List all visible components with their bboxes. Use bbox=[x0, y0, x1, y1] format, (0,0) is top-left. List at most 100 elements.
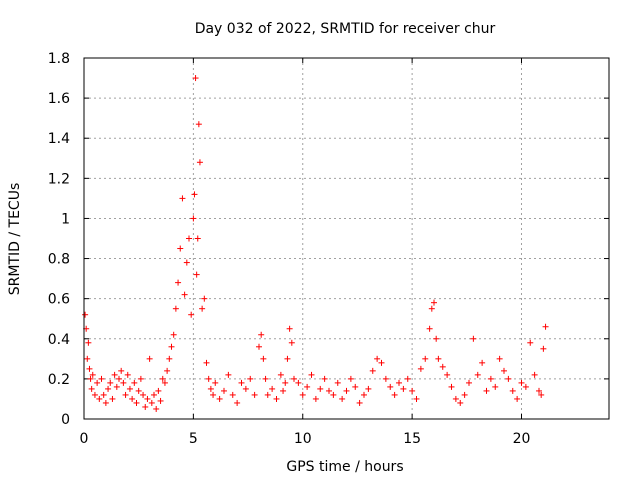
data-point bbox=[144, 395, 151, 402]
x-tick-label: 20 bbox=[513, 431, 531, 447]
data-point bbox=[172, 305, 179, 312]
data-point bbox=[87, 375, 94, 382]
data-point bbox=[124, 371, 131, 378]
data-point bbox=[374, 355, 381, 362]
data-point bbox=[135, 387, 142, 394]
data-point bbox=[251, 391, 258, 398]
data-point bbox=[86, 365, 93, 372]
data-point bbox=[126, 385, 133, 392]
data-point bbox=[288, 339, 295, 346]
data-point bbox=[317, 385, 324, 392]
data-point bbox=[531, 371, 538, 378]
data-point bbox=[122, 391, 129, 398]
data-point bbox=[483, 387, 490, 394]
data-point bbox=[203, 359, 210, 366]
data-point bbox=[85, 339, 92, 346]
data-point bbox=[129, 395, 136, 402]
data-point bbox=[343, 387, 350, 394]
data-point bbox=[435, 355, 442, 362]
data-point bbox=[378, 359, 385, 366]
data-point bbox=[518, 379, 525, 386]
data-point bbox=[514, 395, 521, 402]
data-point bbox=[365, 385, 372, 392]
data-point bbox=[201, 295, 208, 302]
data-point bbox=[400, 385, 407, 392]
data-point bbox=[192, 75, 199, 82]
data-point bbox=[196, 159, 203, 166]
data-point bbox=[299, 391, 306, 398]
data-point bbox=[210, 391, 217, 398]
data-point bbox=[229, 391, 236, 398]
data-point bbox=[474, 371, 481, 378]
data-point bbox=[417, 365, 424, 372]
data-point bbox=[247, 375, 254, 382]
data-point bbox=[153, 405, 160, 412]
data-point bbox=[179, 195, 186, 202]
data-point bbox=[133, 399, 140, 406]
axis-ticks: 0 0.2 0.4 0.6 0.8 1 1.2 1.4 1.6 1.8 0 5 10 15 20 bbox=[48, 51, 609, 447]
data-point bbox=[321, 375, 328, 382]
data-point bbox=[225, 371, 232, 378]
x-tick-label: 5 bbox=[189, 431, 198, 447]
data-point bbox=[260, 355, 267, 362]
y-tick-label: 1 bbox=[61, 211, 70, 227]
data-point bbox=[487, 375, 494, 382]
x-tick-label: 10 bbox=[294, 431, 312, 447]
data-point bbox=[387, 383, 394, 390]
data-point bbox=[308, 371, 315, 378]
data-point bbox=[193, 271, 200, 278]
data-point bbox=[199, 305, 206, 312]
data-point bbox=[140, 391, 147, 398]
data-point bbox=[501, 367, 507, 374]
data-point bbox=[94, 379, 101, 386]
data-point bbox=[100, 391, 107, 398]
data-point bbox=[238, 379, 245, 386]
data-point bbox=[258, 331, 265, 338]
data-point bbox=[505, 375, 512, 382]
data-point bbox=[352, 383, 359, 390]
data-point bbox=[120, 379, 127, 386]
data-point bbox=[522, 383, 529, 390]
data-point bbox=[527, 339, 534, 346]
data-point bbox=[326, 387, 332, 394]
data-point bbox=[356, 399, 363, 406]
y-tick-label: 0.6 bbox=[48, 292, 70, 308]
data-point bbox=[151, 391, 157, 398]
data-point bbox=[382, 375, 389, 382]
data-point bbox=[116, 375, 122, 382]
data-point bbox=[347, 375, 354, 382]
data-point bbox=[146, 355, 153, 362]
data-point bbox=[170, 331, 177, 338]
data-point bbox=[155, 387, 162, 394]
data-point bbox=[188, 311, 195, 318]
data-point bbox=[216, 395, 223, 402]
plot-frame bbox=[83, 57, 610, 420]
y-tick-label: 0.4 bbox=[48, 332, 70, 348]
data-point bbox=[391, 391, 398, 398]
data-point bbox=[269, 385, 276, 392]
data-point bbox=[191, 191, 198, 198]
data-point bbox=[183, 259, 190, 266]
data-point bbox=[361, 391, 367, 398]
data-point bbox=[457, 399, 464, 406]
y-axis-label: SRMTID / TECUs bbox=[7, 183, 23, 296]
data-point bbox=[177, 245, 184, 252]
data-point bbox=[312, 395, 319, 402]
data-point bbox=[166, 355, 173, 362]
data-point bbox=[207, 385, 214, 392]
y-tick-label: 1.4 bbox=[48, 131, 70, 147]
data-points bbox=[82, 75, 549, 412]
x-axis-label: GPS time / hours bbox=[286, 459, 403, 475]
data-point bbox=[433, 335, 440, 342]
data-point bbox=[280, 387, 287, 394]
data-point bbox=[175, 279, 182, 286]
data-point bbox=[107, 379, 114, 386]
grid-lines bbox=[84, 58, 609, 419]
data-point bbox=[273, 395, 280, 402]
data-point bbox=[509, 387, 516, 394]
data-point bbox=[284, 355, 291, 362]
data-point bbox=[452, 395, 459, 402]
data-point bbox=[89, 371, 96, 378]
data-point bbox=[256, 343, 262, 350]
